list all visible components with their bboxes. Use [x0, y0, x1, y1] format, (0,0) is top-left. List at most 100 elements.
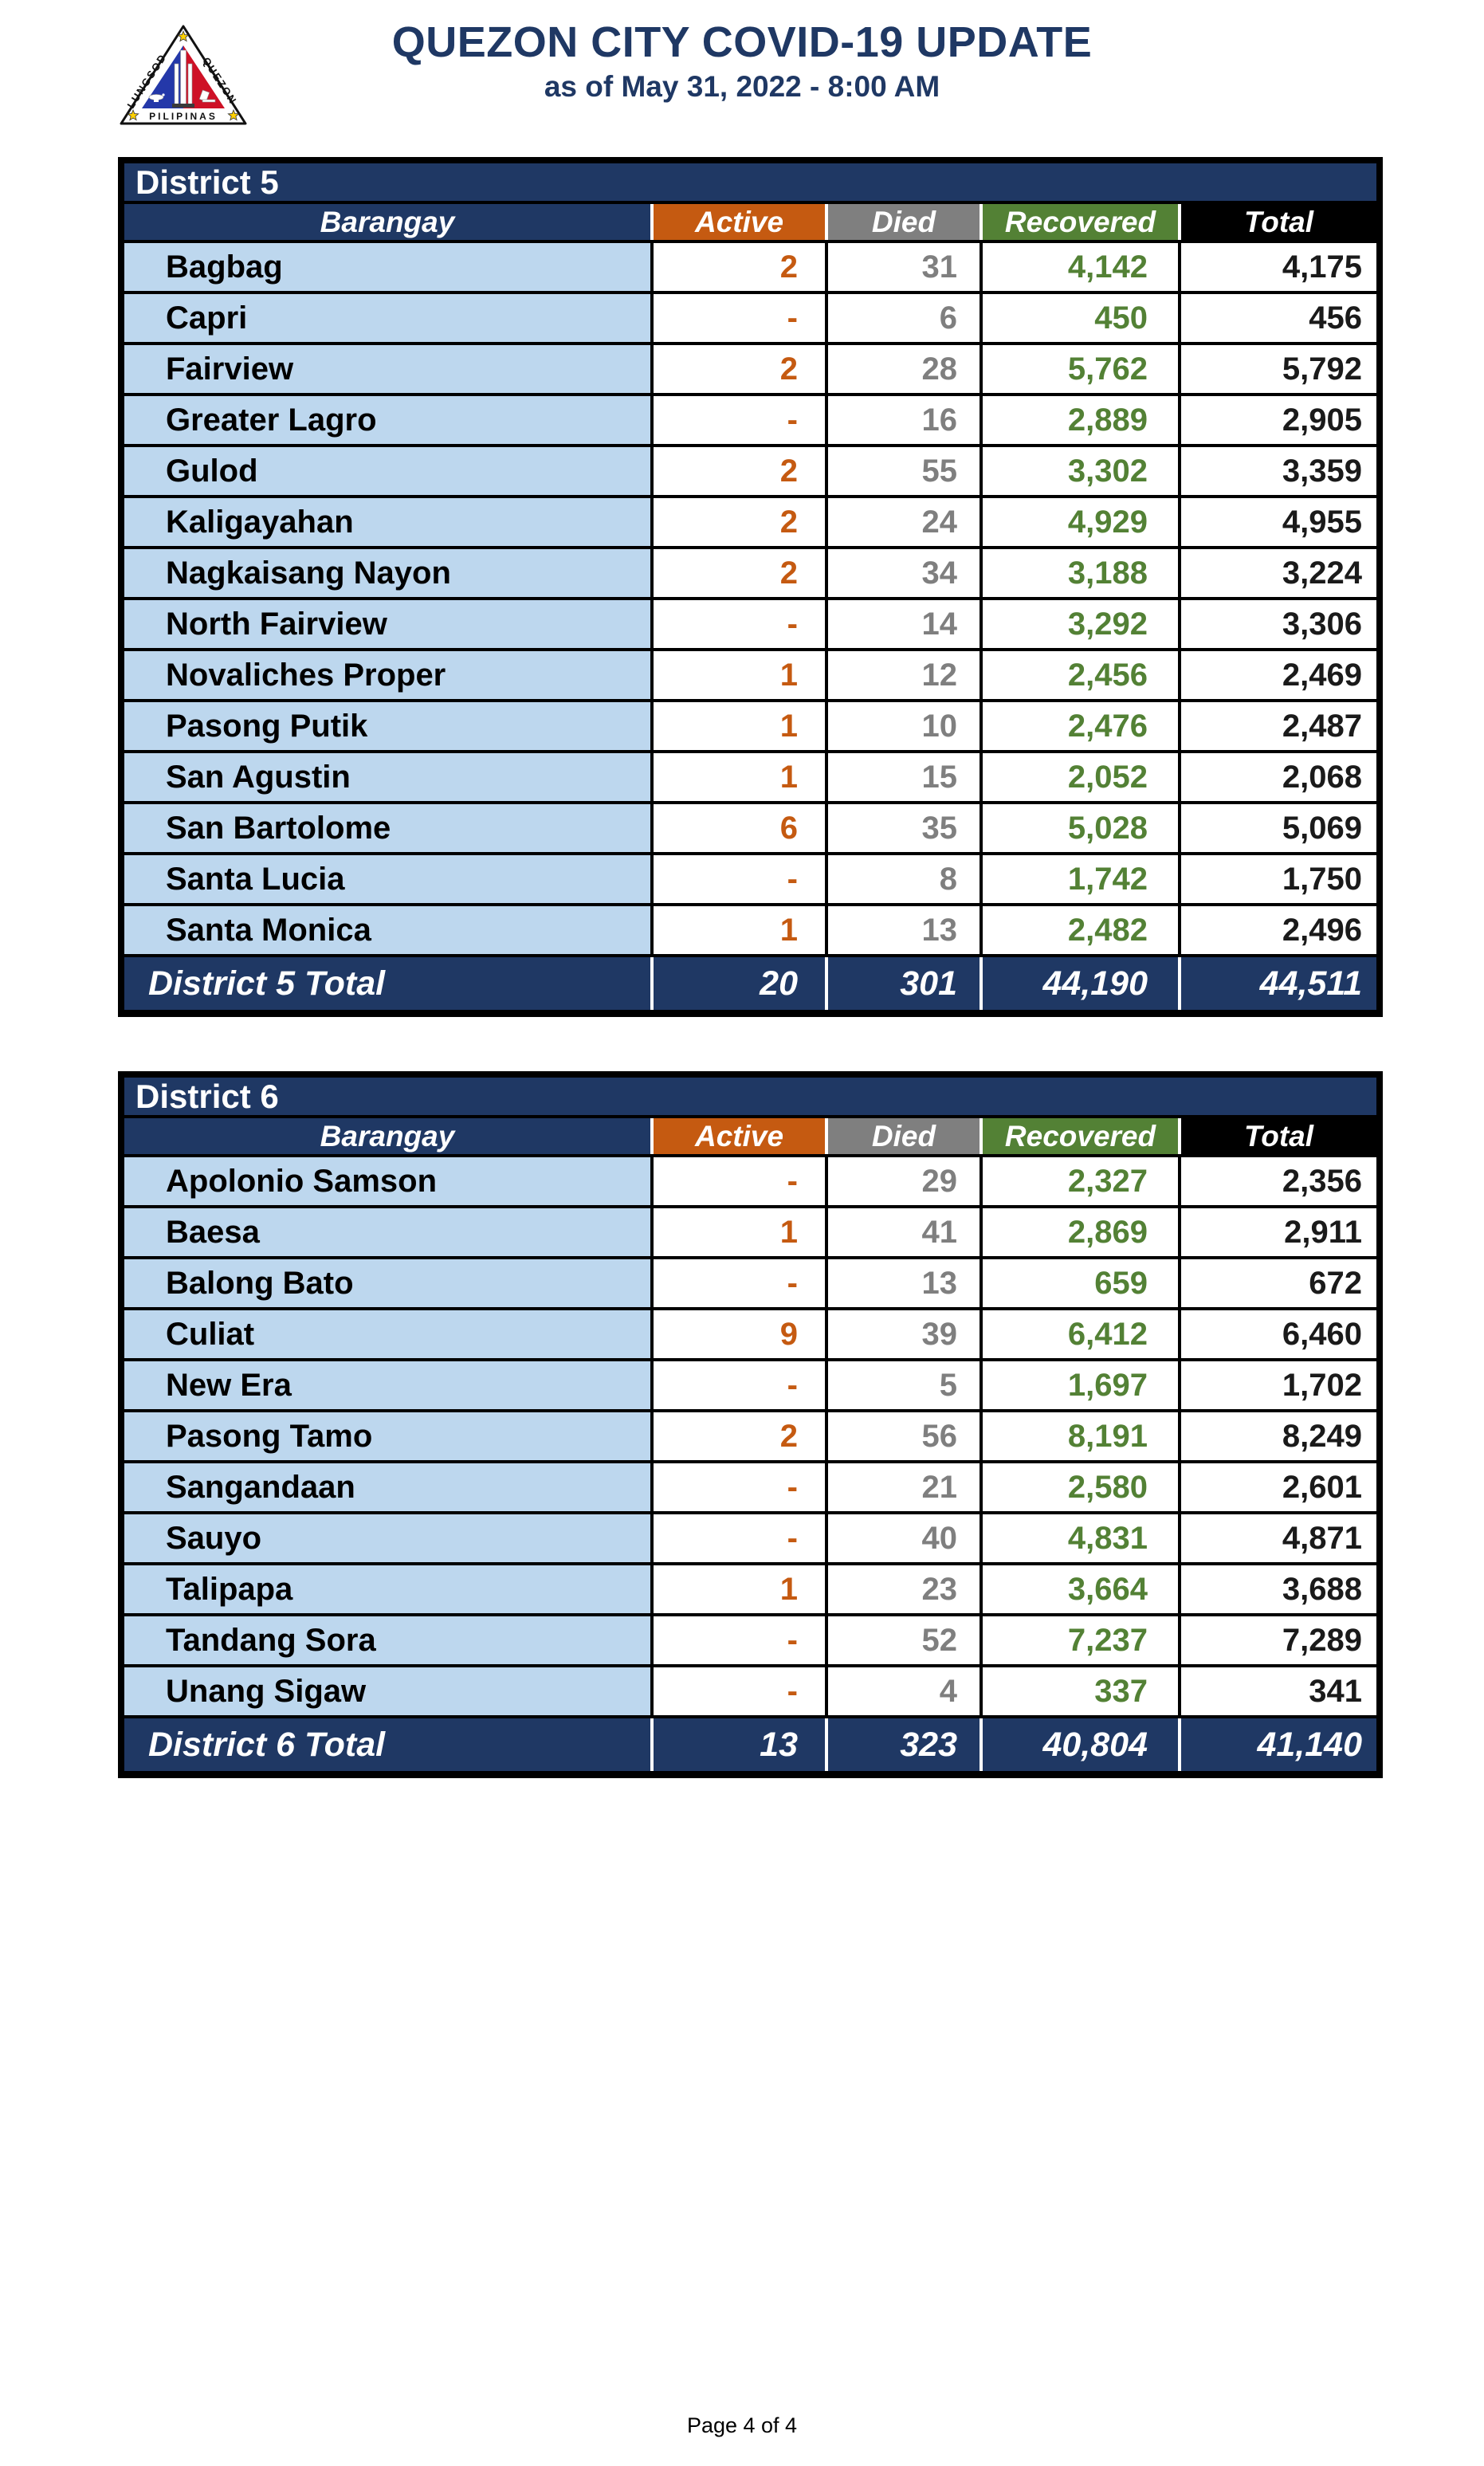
recovered-cell: 3,664	[983, 1565, 1178, 1613]
active-cell: -	[654, 1667, 825, 1715]
barangay-cell: Talipapa	[124, 1565, 650, 1613]
recovered-cell: 8,191	[983, 1412, 1178, 1460]
monument-icon	[172, 49, 194, 108]
died-cell: 5	[828, 1361, 980, 1409]
recovered-cell: 2,889	[983, 396, 1178, 444]
barangay-cell: Fairview	[124, 345, 650, 393]
barangay-cell: Nagkaisang Nayon	[124, 549, 650, 597]
table-row: Novaliches Proper 1 12 2,456 2,469	[124, 651, 1376, 699]
died-cell: 10	[828, 702, 980, 750]
active-cell: 1	[654, 651, 825, 699]
barangay-cell: Balong Bato	[124, 1259, 650, 1307]
column-header-recovered: Recovered	[983, 204, 1178, 240]
total-cell: 2,905	[1181, 396, 1376, 444]
total-cell: 2,911	[1181, 1208, 1376, 1256]
barangay-cell: Novaliches Proper	[124, 651, 650, 699]
recovered-cell: 3,188	[983, 549, 1178, 597]
died-cell: 6	[828, 294, 980, 342]
recovered-cell: 6,412	[983, 1310, 1178, 1358]
table-row: Pasong Putik 1 10 2,476 2,487	[124, 702, 1376, 750]
active-cell: 2	[654, 243, 825, 291]
total-cell: 672	[1181, 1259, 1376, 1307]
barangay-cell: North Fairview	[124, 600, 650, 648]
table-row: Tandang Sora -52 7,237 7,289	[124, 1616, 1376, 1664]
table-row: Sauyo -40 4,831 4,871	[124, 1514, 1376, 1562]
barangay-cell: Santa Lucia	[124, 855, 650, 903]
total-row: District 5 Total 20 301 44,190 44,511	[124, 957, 1376, 1010]
column-header-recovered: Recovered	[983, 1118, 1178, 1154]
total-cell: 7,289	[1181, 1616, 1376, 1664]
active-cell: -	[654, 294, 825, 342]
total-cell: 456	[1181, 294, 1376, 342]
recovered-cell: 7,237	[983, 1616, 1178, 1664]
active-cell: 6	[654, 804, 825, 852]
total-cell: 8,249	[1181, 1412, 1376, 1460]
total-cell: 2,487	[1181, 702, 1376, 750]
table-body: Bagbag 2 31 4,142 4,175 Capri -6 450 456 Fairview…	[124, 243, 1376, 954]
barangay-cell: Apolonio Samson	[124, 1157, 650, 1205]
active-cell: 9	[654, 1310, 825, 1358]
table-row: San Agustin 1 15 2,052 2,068	[124, 753, 1376, 801]
table-row: Greater Lagro -16 2,889 2,905	[124, 396, 1376, 444]
table-row: Pasong Tamo 2 56 8,191 8,249	[124, 1412, 1376, 1460]
district-total-active: 13	[654, 1718, 825, 1771]
district-title: District 5	[124, 163, 1376, 201]
table-row: Fairview 2 28 5,762 5,792	[124, 345, 1376, 393]
table-row: Talipapa 1 23 3,664 3,688	[124, 1565, 1376, 1613]
recovered-cell: 4,142	[983, 243, 1178, 291]
total-cell: 341	[1181, 1667, 1376, 1715]
died-cell: 23	[828, 1565, 980, 1613]
barangay-cell: Unang Sigaw	[124, 1667, 650, 1715]
page-subtitle: as of May 31, 2022 - 8:00 AM	[544, 70, 940, 104]
total-cell: 3,224	[1181, 549, 1376, 597]
total-cell: 3,359	[1181, 447, 1376, 495]
active-cell: 2	[654, 447, 825, 495]
active-cell: 1	[654, 1565, 825, 1613]
active-cell: -	[654, 600, 825, 648]
barangay-cell: Gulod	[124, 447, 650, 495]
barangay-cell: Capri	[124, 294, 650, 342]
column-header-died: Died	[828, 204, 980, 240]
table-row: New Era -5 1,697 1,702	[124, 1361, 1376, 1409]
died-cell: 39	[828, 1310, 980, 1358]
total-cell: 2,356	[1181, 1157, 1376, 1205]
recovered-cell: 2,580	[983, 1463, 1178, 1511]
died-cell: 34	[828, 549, 980, 597]
quezon-city-seal-logo: LUNGSOD QUEZON PILIPINAS	[120, 25, 247, 125]
active-cell: 2	[654, 498, 825, 546]
column-header-barangay: Barangay	[124, 1118, 650, 1154]
header-row: Barangay Active Died Recovered Total	[124, 1118, 1376, 1154]
recovered-cell: 659	[983, 1259, 1178, 1307]
district-total-active: 20	[654, 957, 825, 1010]
table-row: Kaligayahan 2 24 4,929 4,955	[124, 498, 1376, 546]
total-cell: 6,460	[1181, 1310, 1376, 1358]
district-total-total: 41,140	[1181, 1718, 1376, 1771]
table-row: Capri -6 450 456	[124, 294, 1376, 342]
barangay-cell: Baesa	[124, 1208, 650, 1256]
recovered-cell: 1,742	[983, 855, 1178, 903]
died-cell: 13	[828, 1259, 980, 1307]
active-cell: -	[654, 855, 825, 903]
active-cell: -	[654, 1616, 825, 1664]
recovered-cell: 2,456	[983, 651, 1178, 699]
total-cell: 2,496	[1181, 906, 1376, 954]
recovered-cell: 2,476	[983, 702, 1178, 750]
active-cell: -	[654, 1514, 825, 1562]
active-cell: -	[654, 1259, 825, 1307]
active-cell: -	[654, 1157, 825, 1205]
total-cell: 5,069	[1181, 804, 1376, 852]
barangay-cell: Kaligayahan	[124, 498, 650, 546]
barangay-cell: Sauyo	[124, 1514, 650, 1562]
column-header-active: Active	[654, 204, 825, 240]
total-cell: 1,702	[1181, 1361, 1376, 1409]
died-cell: 4	[828, 1667, 980, 1715]
district-total-label: District 6 Total	[124, 1718, 650, 1771]
total-cell: 4,871	[1181, 1514, 1376, 1562]
total-cell: 4,175	[1181, 243, 1376, 291]
gavel-icon	[198, 89, 216, 103]
district-total-died: 323	[828, 1718, 980, 1771]
recovered-cell: 5,028	[983, 804, 1178, 852]
died-cell: 16	[828, 396, 980, 444]
district-6-table: District 6 Barangay Active Died Recovered To…	[118, 1071, 1383, 1778]
